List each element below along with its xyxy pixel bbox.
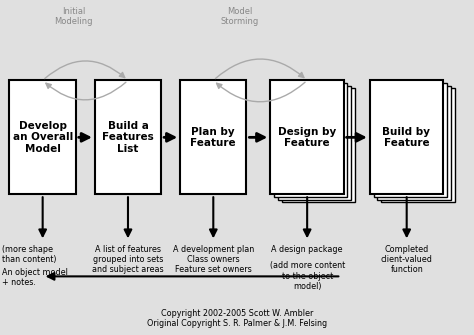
Text: Plan by
Feature: Plan by Feature	[191, 127, 236, 148]
FancyArrowPatch shape	[215, 59, 304, 79]
Text: Develop
an Overall
Model: Develop an Overall Model	[12, 121, 73, 154]
Bar	[278, 86, 351, 200]
Text: A list of features
grouped into sets
and subject areas: A list of features grouped into sets and…	[92, 245, 164, 274]
Text: A design package: A design package	[272, 245, 343, 254]
Bar	[270, 80, 344, 194]
Bar	[377, 86, 451, 200]
Text: Initial
Modeling: Initial Modeling	[54, 7, 93, 26]
Text: An object model
+ notes.: An object model + notes.	[2, 268, 68, 287]
Text: Build by
Feature: Build by Feature	[383, 127, 430, 148]
Bar	[180, 80, 246, 194]
Bar	[274, 83, 347, 197]
Bar	[370, 80, 443, 194]
Bar	[374, 83, 447, 197]
Bar	[381, 88, 455, 202]
Text: Model
Storming: Model Storming	[220, 7, 258, 26]
Text: Completed
client-valued
function: Completed client-valued function	[381, 245, 433, 274]
Text: Copyright 2002-2005 Scott W. Ambler
Original Copyright S. R. Palmer & J.M. Felsi: Copyright 2002-2005 Scott W. Ambler Orig…	[147, 309, 327, 328]
Text: Design by
Feature: Design by Feature	[278, 127, 336, 148]
Text: Build a
Features
List: Build a Features List	[102, 121, 154, 154]
Bar	[282, 88, 355, 202]
Bar	[9, 80, 76, 194]
Text: (add more content
to the object
model): (add more content to the object model)	[270, 261, 345, 291]
Bar	[95, 80, 161, 194]
Text: (more shape
than content): (more shape than content)	[2, 245, 57, 264]
FancyArrowPatch shape	[46, 82, 126, 100]
FancyArrowPatch shape	[217, 82, 305, 102]
Text: A development plan
Class owners
Feature set owners: A development plan Class owners Feature …	[173, 245, 254, 274]
FancyArrowPatch shape	[45, 61, 125, 79]
